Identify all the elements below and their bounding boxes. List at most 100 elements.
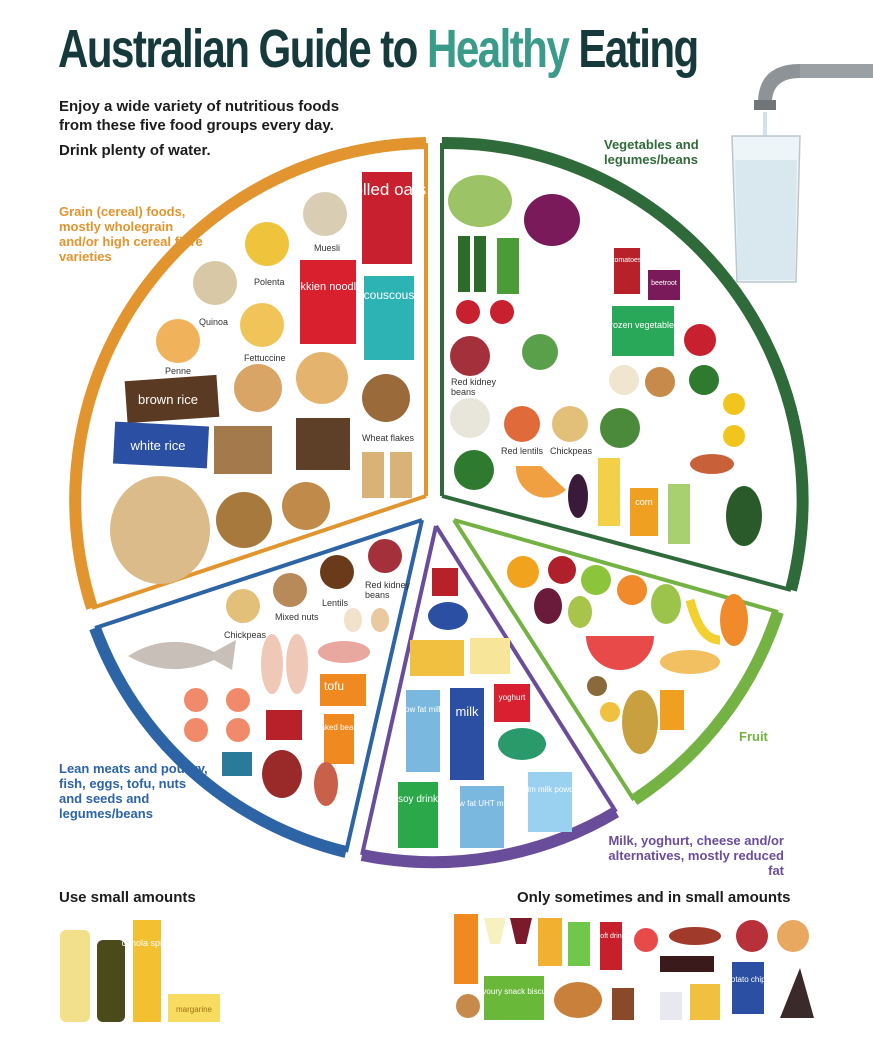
salami	[736, 920, 768, 952]
dairy-group-label: Milk, yoghurt, cheese and/or alternative…	[608, 833, 784, 878]
fruit-arc	[630, 610, 784, 806]
prawn-2	[226, 688, 250, 712]
wholemeal-bread	[214, 426, 272, 474]
dairy-divider-2	[434, 524, 618, 814]
beetroot-can-text: beetroot	[651, 280, 677, 287]
jam-biscuit	[777, 920, 809, 952]
papaya	[720, 594, 748, 646]
steak	[262, 750, 302, 798]
uht-milk-carton	[460, 786, 504, 848]
quinoa-bowl	[193, 261, 237, 305]
canola-spray-text: canola spray	[121, 938, 173, 948]
mayonnaise-jar	[660, 992, 682, 1020]
pork-chop	[318, 641, 370, 663]
red-cabbage	[524, 194, 580, 246]
red-kidney-beans-bowl	[450, 336, 490, 376]
apricot	[600, 702, 620, 722]
hokkien-noodles-text: hokkien noodles	[288, 281, 368, 293]
beer-glass	[538, 918, 562, 966]
meat-group-label: Lean meats and poultry, fish, eggs, tofu…	[59, 761, 208, 821]
title-part-3: Eating	[568, 19, 699, 79]
corn-can	[630, 488, 658, 536]
apple-green	[581, 565, 611, 595]
pear	[568, 596, 592, 628]
margarine-text: margarine	[176, 1005, 213, 1014]
crumpet	[296, 352, 348, 404]
margarine-tub	[168, 994, 220, 1022]
apple-red	[548, 556, 576, 584]
dairy-can	[432, 568, 458, 596]
watermelon	[586, 636, 654, 670]
lamb-cutlet	[314, 762, 338, 806]
skim-milk-powder-pack	[528, 772, 572, 832]
vegetables-group-label: Vegetables and legumes/beans	[604, 137, 699, 167]
egg-2	[371, 608, 389, 632]
page-title: Australian Guide to Healthy Eating	[58, 14, 699, 84]
title-accent-word: Healthy	[426, 19, 570, 79]
rolled-oats-box	[362, 172, 412, 264]
tomato-1	[456, 300, 480, 324]
mince	[266, 710, 302, 740]
onion-white	[609, 365, 639, 395]
baked-beans-text: baked beans	[316, 723, 362, 732]
pumpkin	[515, 466, 566, 498]
label-polenta: Polenta	[254, 277, 285, 287]
soy-drink-carton	[398, 782, 438, 848]
tofu-pack	[320, 674, 366, 706]
label-chickpeas-veg: Chickpeas	[550, 446, 593, 456]
cucumber	[474, 236, 486, 292]
rolled-oats-text: rolled oats	[348, 180, 426, 199]
white-wine-glass	[484, 918, 506, 944]
intro-line-2: from these five food groups every day.	[59, 117, 334, 134]
grain-group-label: Grain (cereal) foods, mostly wholegrain …	[59, 204, 203, 264]
cottage-cheese-tub	[428, 602, 468, 630]
canola-spray-can	[133, 920, 161, 1022]
burger	[554, 982, 602, 1018]
label-mixed-nuts: Mixed nuts	[275, 612, 319, 622]
meat-arc	[89, 625, 348, 858]
cauliflower	[450, 398, 490, 438]
mandarin	[617, 575, 647, 605]
cupcake	[456, 994, 480, 1018]
couscous-box	[364, 276, 414, 360]
tuna-can	[222, 752, 252, 776]
broccoli	[454, 450, 494, 490]
use-small-amounts-title: Use small amounts	[59, 889, 196, 906]
oil-bottle	[60, 930, 90, 1022]
beetroot-can	[648, 270, 680, 300]
rye-bread	[296, 418, 350, 470]
uht-milk-text: low fat UHT milk	[453, 799, 512, 808]
savoury-snack-biscuits-box	[484, 976, 544, 1020]
tap-spout	[758, 64, 800, 100]
tomatoes-can-text: tomatoes	[613, 257, 642, 264]
tap-nozzle	[754, 100, 776, 110]
prawn-3	[184, 718, 208, 742]
potato-chips-pack	[732, 962, 764, 1014]
grapes-green	[651, 584, 681, 624]
pineapple	[622, 690, 658, 754]
soft-drink-can	[600, 922, 622, 970]
meat-divider-2	[344, 519, 424, 853]
tomatoes-can	[614, 248, 640, 294]
kale	[726, 486, 762, 546]
chicken-breast-2	[286, 634, 308, 694]
mixed-nuts-bowl	[273, 573, 307, 607]
tofu-text: tofu	[324, 679, 344, 693]
brown-rice-pack	[124, 374, 220, 424]
bok-choy	[522, 334, 558, 370]
grapes-red	[534, 588, 562, 624]
red-capsicum	[684, 324, 716, 356]
chips-fries	[690, 984, 720, 1020]
title-part-1: Australian Guide to	[58, 19, 427, 79]
dairy-divider	[360, 525, 438, 856]
flat-bread	[110, 476, 210, 584]
label-quinoa: Quinoa	[199, 317, 229, 327]
squash-2	[723, 425, 745, 447]
frozen-veg-text: frozen vegetables	[607, 320, 679, 330]
green-beans	[497, 238, 519, 294]
eggplant	[568, 474, 588, 518]
ice-cream-bar	[660, 956, 714, 972]
